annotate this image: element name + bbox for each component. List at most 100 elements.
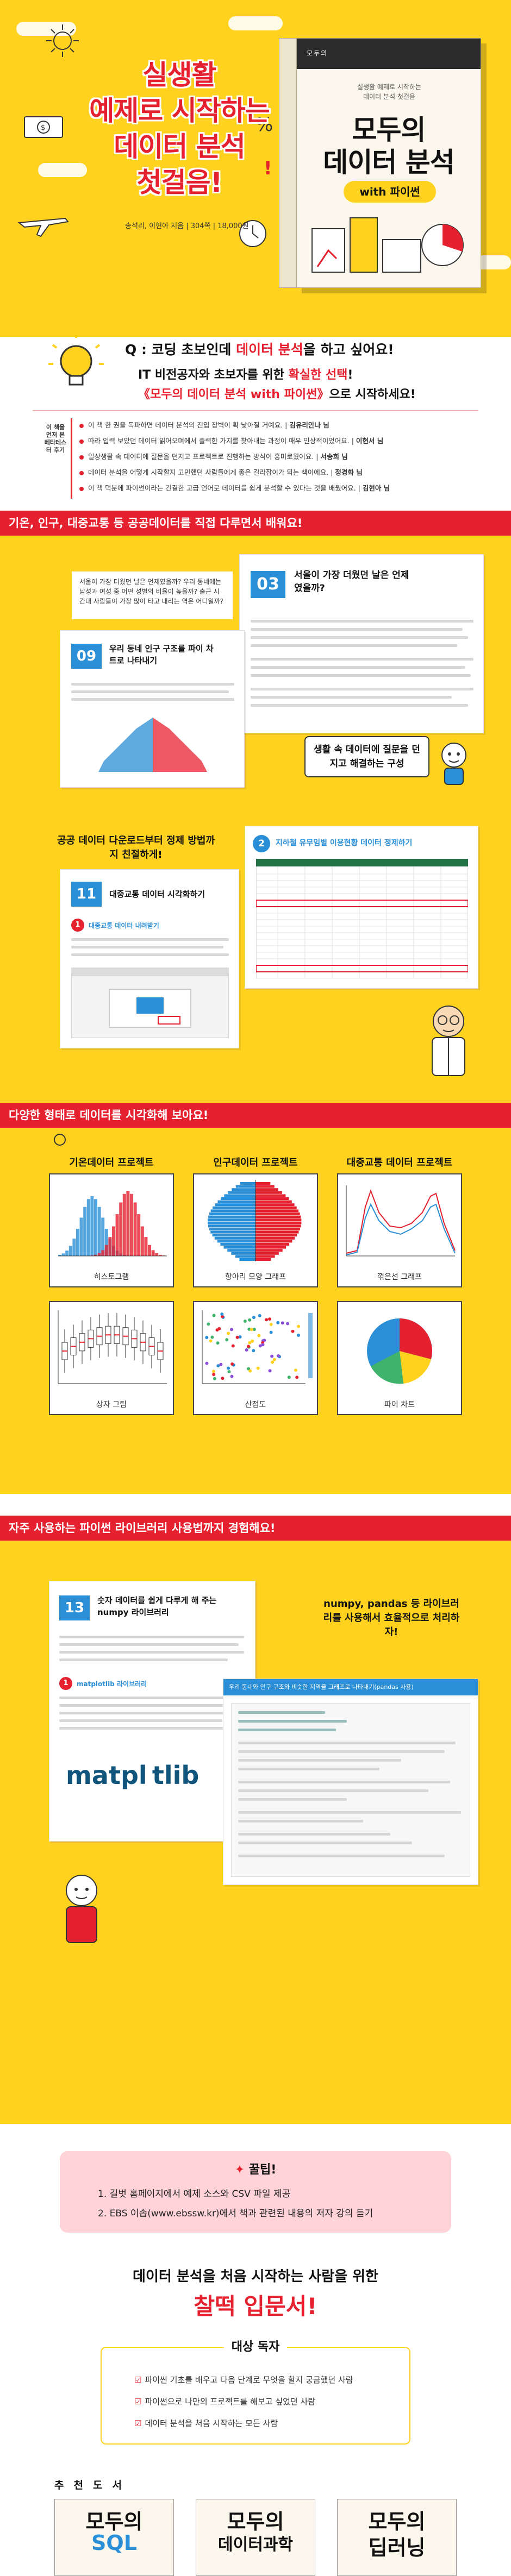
- scatter-point: [281, 1321, 284, 1325]
- pyramid-bar: [235, 1255, 256, 1258]
- text-line: [71, 953, 229, 956]
- recommended-book[interactable]: 모두의 데이터과학: [196, 2499, 315, 2576]
- book-title-line: 데이터 분석: [323, 147, 454, 178]
- text-line: [251, 636, 468, 639]
- scatter-point: [209, 1339, 213, 1343]
- text-line: [251, 628, 463, 631]
- book-subtitle-line: 실생활 예제로 시작하는: [357, 83, 422, 91]
- text-line: [71, 938, 229, 941]
- target-item-text: 데이터 분석을 처음 시작하는 모든 사람: [145, 2418, 278, 2428]
- histogram-bar: [90, 1196, 94, 1256]
- scatter-point: [205, 1361, 209, 1365]
- scatter-point: [212, 1373, 216, 1377]
- scatter-point: [270, 1354, 274, 1358]
- code-line: [238, 1742, 456, 1744]
- chapter-title: 숫자 데이터를 쉽게 다루게 해 주는 numpy 라이브러리: [97, 1595, 217, 1617]
- code-line: [238, 1798, 347, 1801]
- scatter-point: [227, 1370, 231, 1374]
- scatter-point: [205, 1336, 209, 1340]
- histogram-bar: [112, 1226, 115, 1256]
- pyramid-bar: [213, 1206, 256, 1209]
- target-item: ☑ 데이터 분석을 처음 시작하는 모든 사람: [134, 2417, 278, 2429]
- code-line: [238, 1729, 336, 1731]
- section-header: 자주 사용하는 파이썬 라이브러리 사용법까지 경험해요!: [0, 1516, 511, 1541]
- question-note: 서울이 가장 더웠던 날은 언제였을까? 우리 동네에는 남성과 여성 중 어떤…: [71, 570, 234, 620]
- code-line: [238, 1768, 379, 1770]
- text-line: [251, 688, 473, 690]
- scatter-point: [252, 1349, 256, 1353]
- code-line: [238, 1842, 412, 1844]
- recommended-book[interactable]: 모두의 SQL: [54, 2499, 174, 2576]
- chapter-preview-card: 2 지하철 유무임별 이용현황 데이터 정제하기: [245, 826, 478, 989]
- histogram-bar: [86, 1199, 90, 1256]
- book-title-line: 딥러닝: [368, 2536, 426, 2560]
- review-item: 데이터 분석을 어떻게 시작할지 고민했던 사람들에게 좋은 길라잡이가 되는 …: [79, 468, 471, 477]
- text-line: [59, 1719, 222, 1722]
- pyramid-bar: [209, 1212, 256, 1215]
- scatter-point: [261, 1343, 265, 1347]
- chart-type-label: 항아리 모양 그래프: [225, 1273, 286, 1281]
- tip-title: ✦ 꿀팁!: [60, 2160, 451, 2177]
- pyramid-bar: [232, 1188, 256, 1191]
- histogram-bar: [137, 1214, 141, 1256]
- chapter-title: 지하철 유무임별 이용현황 데이터 정제하기: [276, 839, 413, 847]
- pyramid-bar: [256, 1215, 301, 1218]
- chapter-number: 09: [71, 644, 102, 669]
- scatter-point: [219, 1362, 223, 1366]
- text-line: [59, 1697, 244, 1699]
- pyramid-bar: [256, 1194, 286, 1197]
- chapter-preview-card: 03 서울이 가장 더웠던 날은 언제였을까?: [239, 554, 484, 733]
- question-heading: Q : 코딩 초보인데 데이터 분석을 하고 싶어요!: [125, 339, 394, 359]
- histogram-bar: [119, 1202, 123, 1256]
- reviews-bar: [71, 418, 72, 499]
- book-illustration: [311, 217, 464, 273]
- text-line: [251, 644, 457, 647]
- text-line: [71, 683, 234, 686]
- scatter-point: [230, 1374, 234, 1378]
- pyramid-bar: [208, 1224, 256, 1228]
- scatter-point: [297, 1333, 301, 1337]
- reviews-tag: 이 책을 먼저 본 베타테스터 후기: [44, 424, 67, 454]
- histogram-bar: [108, 1237, 112, 1256]
- book-with-badge: with 파이썬: [344, 181, 436, 203]
- histogram-bar: [94, 1199, 97, 1256]
- scatter-point: [258, 1344, 262, 1348]
- check-icon: ☑: [134, 2418, 142, 2428]
- recommended-book[interactable]: 모두의 딥러닝: [337, 2499, 457, 2576]
- check-icon: ☑: [134, 2397, 142, 2407]
- airplane-doodle-icon: [17, 217, 69, 237]
- book-title-line: 데이터과학: [218, 2535, 293, 2554]
- scatter-point: [252, 1328, 256, 1331]
- pyramid-bar: [256, 1212, 300, 1215]
- pyramid-bar: [256, 1234, 297, 1237]
- question-prefix: Q : 코딩 초보인데: [125, 342, 236, 357]
- pyramid-bar: [210, 1209, 256, 1212]
- cloud-decoration: [228, 16, 283, 30]
- histogram-bar: [148, 1245, 151, 1256]
- step-title: 대중교통 데이터 내려받기: [89, 922, 159, 929]
- pyramid-chart-panel: 항아리 모양 그래프: [193, 1173, 318, 1287]
- chapter-number: 11: [71, 882, 102, 907]
- website-preview: [71, 967, 229, 1038]
- histogram-bar: [97, 1253, 101, 1256]
- pie-chart: [367, 1318, 432, 1384]
- project-label: 대중교통 데이터 프로젝트: [346, 1157, 453, 1168]
- book-title-line: 모두의: [352, 114, 426, 146]
- project-label: 기온데이터 프로젝트: [69, 1157, 154, 1168]
- beta-tester-reviews: 이 책을 먼저 본 베타테스터 후기 이 책 한 권을 독파하면 데이터 분석의…: [43, 418, 473, 500]
- histogram-bar: [101, 1250, 105, 1256]
- callout: numpy, pandas 등 라이브러리를 사용해서 효율적으로 처리하자!: [323, 1598, 460, 1638]
- chapter-number: 2: [253, 835, 270, 852]
- intro-line: 데이터 분석을 처음 시작하는 사람을 위한: [133, 2269, 378, 2285]
- pyramid-bar: [256, 1224, 301, 1228]
- target-item: ☑ 파이썬으로 나만의 프로젝트를 해보고 싶었던 사람: [134, 2396, 315, 2407]
- bullet-icon: [79, 439, 84, 444]
- histogram-bar: [104, 1245, 108, 1256]
- answer-text: !: [347, 368, 353, 382]
- scatter-point: [231, 1344, 235, 1348]
- target-title: 대상 독자: [102, 2337, 409, 2354]
- pyramid-bar: [212, 1234, 256, 1237]
- scatter-point: [243, 1320, 247, 1323]
- code-line: [238, 1720, 347, 1723]
- question-suffix: 을 하고 싶어요!: [303, 342, 394, 357]
